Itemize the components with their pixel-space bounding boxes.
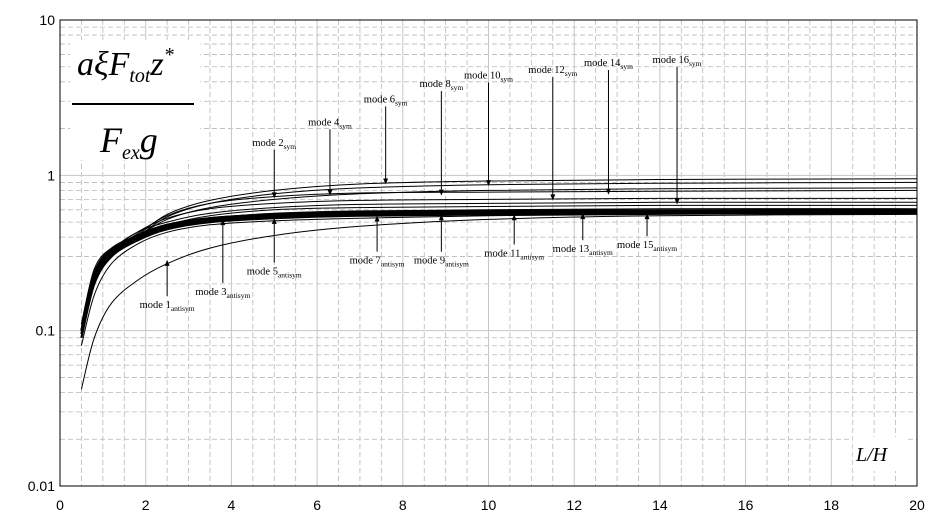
annotation-mode-type: antisym	[278, 270, 302, 279]
annotation-label: mode 13antisym	[553, 244, 613, 257]
y-axis-formula-label: aξFtotz* Fexg	[70, 40, 200, 164]
annotation-mode-type: antisym	[520, 253, 544, 262]
annotation-mode-type: antisym	[171, 304, 195, 313]
annotation-label: mode 3antisym	[195, 287, 250, 300]
x-tick-label: 14	[652, 497, 668, 513]
x-tick-label: 4	[228, 497, 236, 513]
annotation-mode-name: mode 14	[584, 58, 621, 69]
x-tick-label: 20	[909, 497, 925, 513]
annotation-label: mode 1antisym	[140, 300, 195, 313]
y-tick-label: 0.01	[28, 478, 55, 494]
annotation-mode-name: mode 16	[653, 55, 689, 66]
annotation-mode-name: mode 11	[484, 249, 520, 260]
y-tick-label: 10	[39, 12, 55, 28]
y-tick-label: 0.1	[36, 323, 56, 339]
y-tick-label: 1	[47, 167, 55, 183]
annotation-label: mode 10sym	[464, 71, 513, 84]
annotation-mode-name: mode 13	[553, 244, 589, 255]
x-axis-label-background	[853, 437, 905, 471]
x-tick-label: 2	[142, 497, 150, 513]
series-line-a15	[80, 208, 918, 331]
annotation-arrow-head	[674, 198, 680, 205]
annotation-arrow-head	[580, 213, 586, 220]
y-axis-ticks: 0.01 0.1 1 10	[28, 12, 55, 494]
annotation-mode-name: mode 2	[252, 138, 283, 149]
annotation-label: mode 15antisym	[617, 240, 677, 253]
annotation-mode-name: mode 12	[528, 65, 564, 76]
annotation-arrow-head	[383, 178, 389, 185]
annotation-mode-type: sym	[451, 83, 464, 92]
x-tick-label: 18	[824, 497, 840, 513]
annotation-mode-type: antisym	[381, 260, 405, 269]
annotation-mode-type: sym	[620, 62, 633, 71]
x-axis-label: L/H	[855, 444, 889, 466]
annotation-label: mode 11antisym	[484, 249, 544, 262]
annotation-mode-name: mode 8	[420, 79, 451, 90]
annotation-mode-name: mode 4	[308, 117, 340, 128]
annotation-label: mode 7antisym	[350, 256, 405, 269]
formula-numerator: aξFtotz*	[77, 44, 174, 87]
annotation-label: mode 12sym	[528, 65, 577, 78]
annotation-mode-name: mode 10	[464, 71, 500, 82]
annotation-arrow-head	[220, 219, 226, 226]
annotation-arrow-head	[644, 213, 650, 220]
annotation-arrow-head	[374, 215, 380, 222]
annotation-mode-type: antisym	[653, 244, 677, 253]
annotation-arrow-head	[486, 180, 491, 187]
annotation-mode-type: antisym	[445, 260, 469, 269]
formula-denominator: Fexg	[99, 120, 158, 164]
annotation-arrow-head	[511, 214, 517, 221]
annotation-arrow-head	[271, 192, 277, 199]
annotation-mode-type: sym	[339, 121, 352, 130]
annotation-arrow-head	[164, 259, 170, 266]
annotation-label: mode 6sym	[364, 94, 408, 107]
annotation-arrows	[164, 66, 680, 296]
annotation-mode-type: sym	[395, 98, 408, 107]
annotation-arrow-head	[327, 189, 333, 196]
x-tick-label: 8	[399, 497, 407, 513]
annotation-label: mode 16sym	[653, 55, 702, 68]
annotation-label: mode 5antisym	[247, 266, 302, 279]
x-axis-ticks: 0 2 4 6 8 10 12 14 16 18 20	[56, 497, 925, 513]
annotation-arrow-head	[438, 189, 444, 196]
x-tick-label: 10	[481, 497, 497, 513]
annotation-label: mode 4sym	[308, 117, 352, 130]
annotation-mode-name: mode 7	[350, 256, 381, 267]
annotation-label: mode 2sym	[252, 138, 296, 151]
x-tick-label: 12	[566, 497, 582, 513]
annotation-arrow-head	[438, 214, 444, 221]
annotation-mode-type: antisym	[589, 248, 613, 257]
annotation-mode-name: mode 15	[617, 240, 653, 251]
annotation-label: mode 9antisym	[414, 256, 469, 269]
annotation-arrow-head	[271, 217, 277, 224]
x-tick-label: 0	[56, 497, 64, 513]
annotation-arrow-head	[550, 194, 556, 201]
annotation-mode-name: mode 6	[364, 94, 395, 105]
plot-frame	[59, 19, 918, 487]
x-tick-label: 6	[313, 497, 321, 513]
annotation-mode-type: sym	[565, 69, 578, 78]
annotation-mode-type: antisym	[227, 291, 251, 300]
annotation-mode-name: mode 9	[414, 256, 445, 267]
annotation-label: mode 8sym	[420, 79, 464, 92]
annotation-mode-name: mode 1	[140, 300, 171, 311]
x-tick-label: 16	[738, 497, 754, 513]
annotation-arrow-head	[605, 188, 611, 195]
annotation-mode-name: mode 3	[195, 287, 226, 298]
annotation-mode-type: sym	[689, 59, 702, 68]
annotation-mode-name: mode 5	[247, 266, 278, 277]
annotation-label: mode 14sym	[584, 58, 633, 71]
annotation-mode-type: sym	[284, 142, 297, 151]
annotation-mode-type: sym	[500, 75, 513, 84]
